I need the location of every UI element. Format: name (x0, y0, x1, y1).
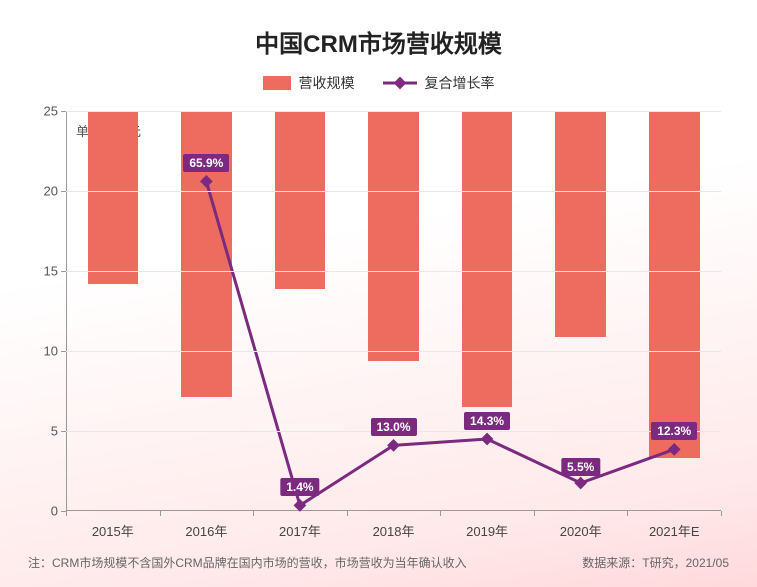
legend-line-swatch (383, 76, 417, 90)
legend-item-line: 复合增长率 (383, 73, 495, 93)
line-layer (66, 111, 721, 511)
y-tick-label: 25 (44, 104, 66, 119)
note-right: 数据来源：T研究，2021/05 (582, 554, 729, 571)
y-tick-label: 20 (44, 184, 66, 199)
x-tick (160, 511, 161, 516)
legend-line-label: 复合增长率 (425, 73, 495, 93)
x-tick-label: 2019年 (440, 521, 534, 540)
x-tick (721, 511, 722, 516)
legend: 营收规模 复合增长率 (28, 73, 729, 93)
legend-bar-label: 营收规模 (299, 73, 355, 93)
x-labels: 2015年2016年2017年2018年2019年2020年2021年E (66, 521, 721, 540)
chart-container: 中国CRM市场营收规模 营收规模 复合增长率 单位：亿元 05101520256… (0, 0, 757, 587)
legend-item-bar: 营收规模 (263, 73, 355, 93)
note-left: 注：CRM市场规模不含国外CRM品牌在国内市场的营收，市场营收为当年确认收入 (28, 554, 467, 571)
footer: 注：CRM市场规模不含国外CRM品牌在国内市场的营收，市场营收为当年确认收入 数… (28, 554, 729, 571)
y-tick-label: 15 (44, 264, 66, 279)
y-tick-label: 10 (44, 344, 66, 359)
line-marker (574, 477, 587, 490)
gridline (66, 111, 721, 112)
growth-line (206, 181, 674, 505)
line-point-label: 12.3% (651, 422, 697, 440)
line-marker (668, 443, 681, 456)
x-tick-label: 2017年 (253, 521, 347, 540)
x-tick (534, 511, 535, 516)
legend-bar-swatch (263, 76, 291, 90)
plot-area: 单位：亿元 051015202565.9%1.4%13.0%14.3%5.5%1… (66, 111, 721, 511)
x-tick-label: 2018年 (347, 521, 441, 540)
chart-title: 中国CRM市场营收规模 (28, 24, 729, 59)
line-point-label: 13.0% (370, 418, 416, 436)
y-tick-label: 0 (51, 504, 66, 519)
line-marker (481, 433, 494, 446)
x-tick-label: 2020年 (534, 521, 628, 540)
x-tick-label: 2015年 (66, 521, 160, 540)
line-point-label: 14.3% (464, 412, 510, 430)
gridline (66, 191, 721, 192)
gridline (66, 351, 721, 352)
line-point-label: 5.5% (561, 458, 600, 476)
gridline (66, 271, 721, 272)
line-point-label: 1.4% (280, 478, 319, 496)
x-tick (66, 511, 67, 516)
x-tick-label: 2021年E (627, 521, 721, 540)
line-point-label: 65.9% (183, 154, 229, 172)
x-tick (253, 511, 254, 516)
x-tick (627, 511, 628, 516)
x-tick (347, 511, 348, 516)
line-marker (200, 175, 213, 188)
x-tick (440, 511, 441, 516)
y-tick-label: 5 (51, 424, 66, 439)
x-tick-label: 2016年 (160, 521, 254, 540)
